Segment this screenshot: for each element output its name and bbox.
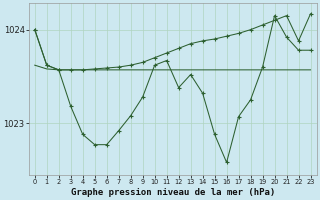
X-axis label: Graphe pression niveau de la mer (hPa): Graphe pression niveau de la mer (hPa) bbox=[70, 188, 275, 197]
